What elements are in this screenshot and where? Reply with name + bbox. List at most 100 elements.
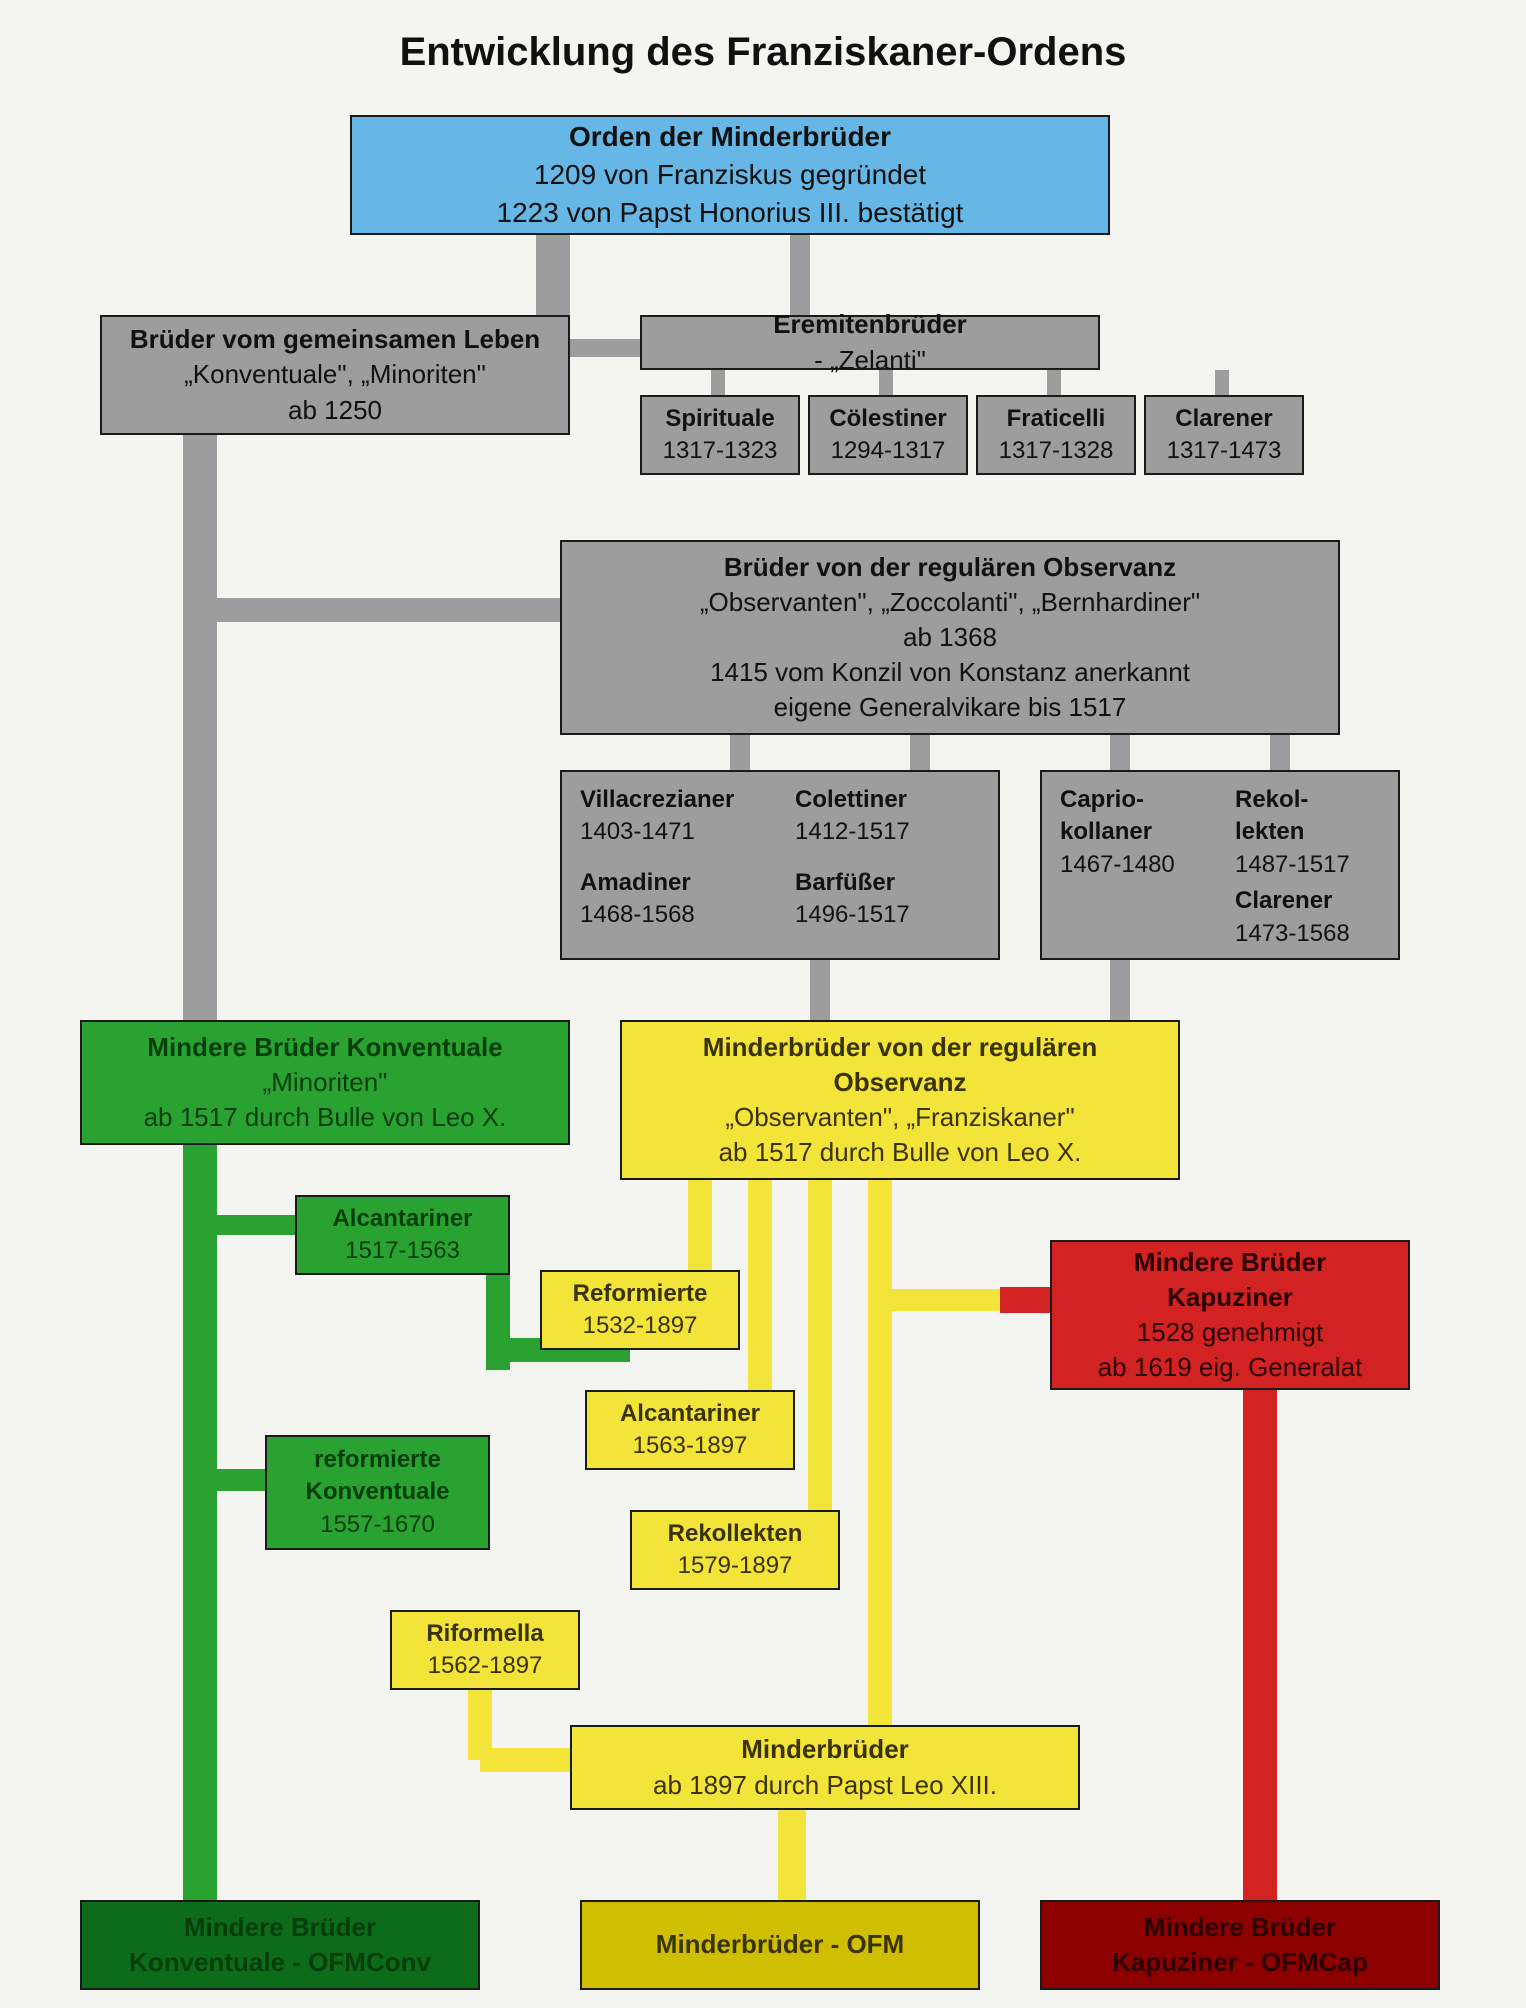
node-line: ab 1619 eig. Generalat <box>1098 1350 1363 1385</box>
node-line: „Observanten", „Franziskaner" <box>725 1100 1074 1135</box>
node-rekollekten_y: Rekollekten1579-1897 <box>630 1510 840 1590</box>
connector <box>748 1180 772 1390</box>
node-eremiten: Eremitenbrüder - „Zelanti" <box>640 315 1100 370</box>
node-title: Alcantariner <box>620 1398 760 1430</box>
connector <box>1047 370 1061 395</box>
node-line: „Observanten", „Zoccolanti", „Bernhardin… <box>700 585 1200 620</box>
connector <box>215 1469 265 1491</box>
node-line: 1223 von Papst Honorius III. bestätigt <box>497 194 964 232</box>
node-title: Alcantariner <box>332 1203 472 1235</box>
node-cell: Barfüßer1496-1517 <box>795 867 980 932</box>
connector <box>1243 1390 1277 1900</box>
node-konventuale: Brüder vom gemeinsamen Leben„Konventuale… <box>100 315 570 435</box>
node-line: 1317-1323 <box>663 435 778 467</box>
node-red_final: Mindere Brüder Kapuziner - OFMCap <box>1040 1900 1440 1990</box>
node-title: Spirituale <box>665 403 774 435</box>
connector <box>536 235 570 315</box>
node-line: 1209 von Franziskus gegründet <box>534 156 926 194</box>
connector <box>711 370 725 395</box>
node-line: ab 1368 <box>903 620 997 655</box>
node-line: ab 1250 <box>288 393 382 428</box>
node-line: ab 1897 durch Papst Leo XIII. <box>653 1768 997 1803</box>
page-title: Entwicklung des Franziskaner-Ordens <box>0 30 1526 75</box>
node-root: Orden der Minderbrüder1209 von Franzisku… <box>350 115 1110 235</box>
node-coelestiner: Cölestiner1294-1317 <box>808 395 968 475</box>
node-observanz: Brüder von der regulären Observanz„Obser… <box>560 540 1340 735</box>
node-title: Brüder von der regulären Observanz <box>724 550 1176 585</box>
connector <box>183 435 217 1020</box>
connector <box>183 1145 217 1900</box>
node-line: 1317-1473 <box>1167 435 1282 467</box>
node-title: Minderbrüder <box>741 1732 909 1767</box>
connector <box>868 1180 892 1730</box>
node-title: Fraticelli <box>1007 403 1106 435</box>
node-line: 1517-1563 <box>345 1235 460 1267</box>
node-cell: Colettiner1412-1517 <box>795 784 980 849</box>
node-line: 1317-1328 <box>999 435 1114 467</box>
node-spirituale: Spirituale1317-1323 <box>640 395 800 475</box>
node-cell: Clarener1473-1568 <box>1235 885 1380 950</box>
node-obs_right: Caprio- kollaner1467-1480 Rekol- lekten14… <box>1040 770 1400 960</box>
node-title: Reformierte <box>573 1278 708 1310</box>
node-red_main: Mindere Brüder Kapuziner1528 genehmigtab… <box>1050 1240 1410 1390</box>
node-line: 1528 genehmigt <box>1137 1315 1323 1350</box>
node-line: „Konventuale", „Minoriten" <box>184 357 486 392</box>
connector <box>778 1810 806 1900</box>
connector <box>570 339 640 357</box>
node-title: Mindere Brüder Kapuziner - OFMCap <box>1112 1910 1368 1980</box>
connector <box>1215 370 1229 395</box>
connector <box>790 235 810 315</box>
node-title: Brüder vom gemeinsamen Leben <box>130 322 540 357</box>
node-line: 1579-1897 <box>678 1550 793 1582</box>
node-yellow_final: Minderbrüder - OFM <box>580 1900 980 1990</box>
node-line: 1532-1897 <box>583 1310 698 1342</box>
node-title: reformierte Konventuale <box>305 1444 449 1509</box>
connector <box>215 1215 295 1235</box>
node-line: 1415 vom Konzil von Konstanz anerkannt <box>710 655 1190 690</box>
node-ref_konv: reformierte Konventuale1557-1670 <box>265 1435 490 1550</box>
node-title: Riformella <box>426 1618 543 1650</box>
node-title: Minderbrüder von der regulären Observanz <box>703 1030 1097 1100</box>
node-fraticelli: Fraticelli1317-1328 <box>976 395 1136 475</box>
node-minderbrueder_1897: Minderbrüderab 1897 durch Papst Leo XIII… <box>570 1725 1080 1810</box>
node-line: 1557-1670 <box>320 1509 435 1541</box>
node-clarener: Clarener1317-1473 <box>1144 395 1304 475</box>
connector <box>910 735 930 770</box>
node-green_main: Mindere Brüder Konventuale„Minoriten"ab … <box>80 1020 570 1145</box>
connector <box>688 1180 712 1270</box>
connector <box>486 1275 510 1370</box>
node-line: 1562-1897 <box>428 1650 543 1682</box>
node-line: 1294-1317 <box>831 435 946 467</box>
connector <box>1110 735 1130 770</box>
node-title: Minderbrüder - OFM <box>656 1927 904 1962</box>
connector <box>215 598 560 622</box>
node-cell: Villacrezianer1403-1471 <box>580 784 765 849</box>
node-cell: Caprio- kollaner1467-1480 <box>1060 784 1205 881</box>
connector <box>808 1180 832 1510</box>
node-title: Mindere Brüder Kapuziner <box>1134 1245 1326 1315</box>
node-title: Mindere Brüder Konventuale - OFMConv <box>129 1910 431 1980</box>
connector <box>810 960 830 1020</box>
node-title: Orden der Minderbrüder <box>569 118 891 156</box>
node-cell: Rekol- lekten1487-1517 <box>1235 784 1380 881</box>
node-alcantariner_y: Alcantariner1563-1897 <box>585 1390 795 1470</box>
connector <box>1270 735 1290 770</box>
node-line: ab 1517 durch Bulle von Leo X. <box>144 1100 507 1135</box>
node-cell: Amadiner1468-1568 <box>580 867 765 932</box>
connector <box>480 1748 570 1772</box>
node-riformella: Riformella1562-1897 <box>390 1610 580 1690</box>
node-green_final: Mindere Brüder Konventuale - OFMConv <box>80 1900 480 1990</box>
node-title: Clarener <box>1175 403 1272 435</box>
node-line: ab 1517 durch Bulle von Leo X. <box>719 1135 1082 1170</box>
node-reformierte_y: Reformierte1532-1897 <box>540 1270 740 1350</box>
node-line: eigene Generalvikare bis 1517 <box>774 690 1127 725</box>
node-title: Cölestiner <box>829 403 946 435</box>
node-line: „Minoriten" <box>263 1065 388 1100</box>
node-alcantariner_g: Alcantariner1517-1563 <box>295 1195 510 1275</box>
connector <box>730 735 750 770</box>
node-line: 1563-1897 <box>633 1430 748 1462</box>
node-title: Rekollekten <box>668 1518 803 1550</box>
node-yellow_main: Minderbrüder von der regulären Observanz… <box>620 1020 1180 1180</box>
node-title: Mindere Brüder Konventuale <box>147 1030 502 1065</box>
node-obs_left: Villacrezianer1403-1471 Colettiner1412-15… <box>560 770 1000 960</box>
